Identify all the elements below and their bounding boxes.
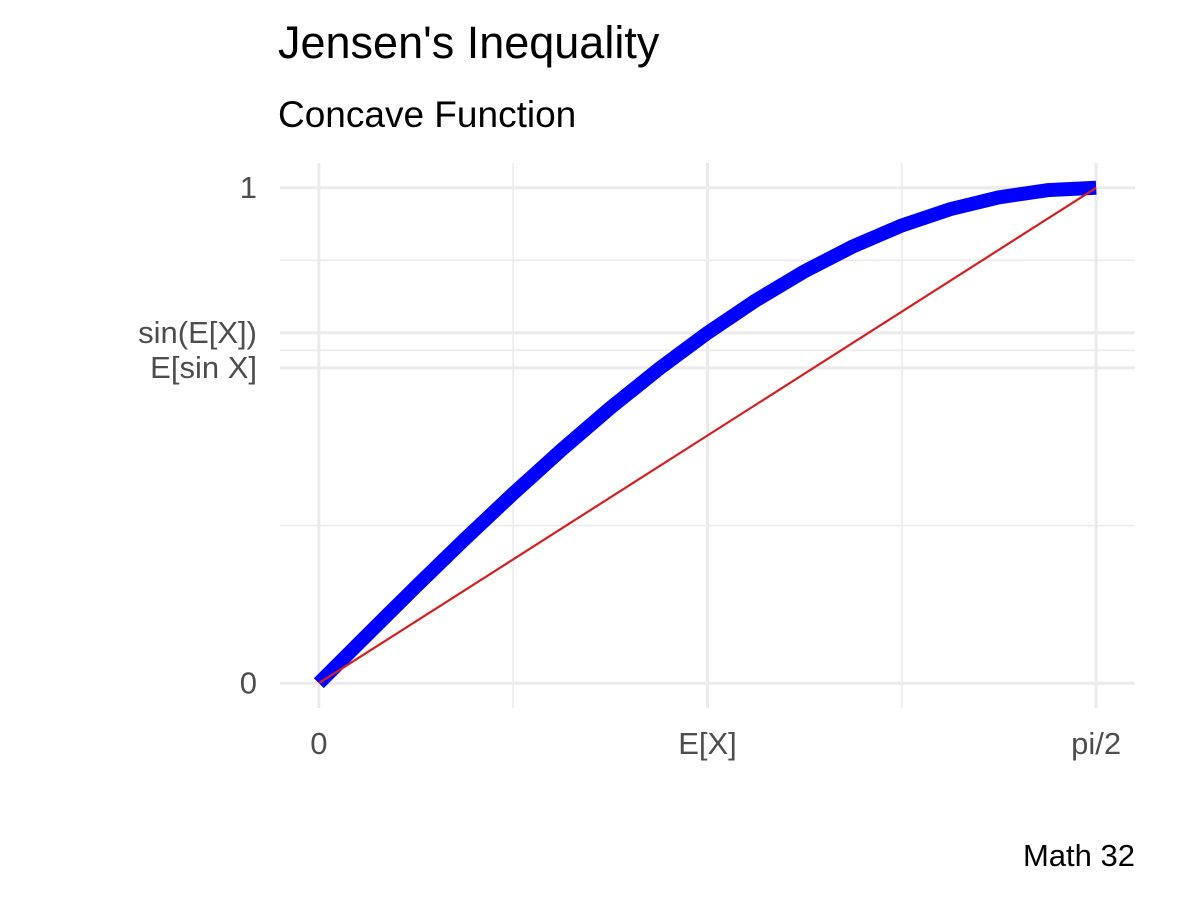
chart-title: Jensen's Inequality — [278, 17, 660, 68]
caption: Math 32 — [1023, 838, 1135, 873]
x-tick-label: pi/2 — [1071, 726, 1121, 761]
y-tick-label: sin(E[X]) — [138, 315, 257, 350]
line — [318, 186, 1097, 685]
x-tick-label: E[X] — [678, 726, 737, 761]
y-tick-label: 0 — [240, 665, 257, 700]
x-tick-label: 0 — [310, 726, 327, 761]
line — [313, 180, 1097, 689]
y-tick-label: E[sin X] — [150, 350, 257, 385]
y-tick-label: 1 — [240, 170, 257, 205]
chart-subtitle: Concave Function — [278, 94, 576, 135]
